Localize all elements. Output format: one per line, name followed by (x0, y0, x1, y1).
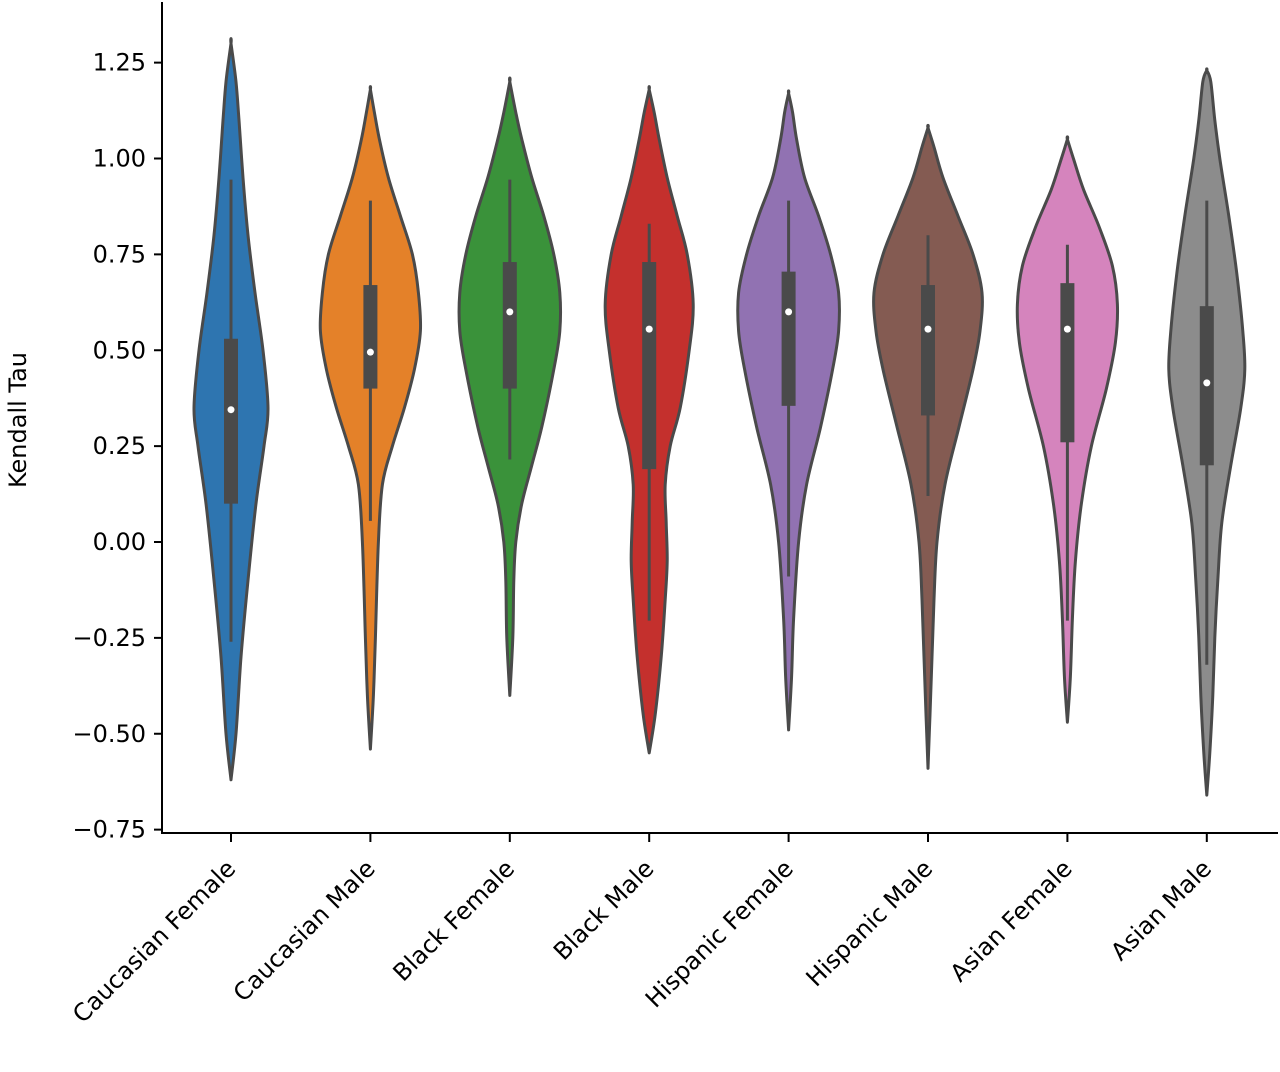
violin-iqr-box (224, 338, 238, 504)
y-tick-label: 0.25 (93, 432, 146, 460)
violin-median-dot (924, 325, 932, 333)
x-tick-label: Caucasian Male (228, 854, 381, 1007)
violin-median-dot (227, 406, 235, 414)
x-tick-label: Black Female (388, 854, 520, 986)
violin-median-dot (366, 348, 374, 356)
y-ticks: −0.75 −0.50 −0.25 0.00 0.25 0.50 0.75 1.00 1.25 (72, 49, 162, 844)
violin-iqr-box (642, 262, 657, 470)
y-tick-label: −0.25 (72, 624, 146, 652)
violin-median-dot (785, 308, 793, 316)
x-tick-label: Asian Male (1105, 854, 1217, 966)
violin-median-dot (1203, 379, 1211, 387)
x-tick-label: Hispanic Female (640, 854, 799, 1013)
violin-iqr-box (1060, 283, 1075, 443)
x-tick-label: Hispanic Male (801, 854, 939, 992)
x-tick-label: Caucasian Female (67, 854, 241, 1028)
y-tick-label: 1.00 (93, 145, 146, 173)
y-tick-label: −0.50 (72, 720, 146, 748)
x-tick-label: Black Male (548, 854, 659, 965)
violin-median-dot (645, 325, 653, 333)
violin-median-dot (1063, 325, 1071, 333)
violin-iqr-box (502, 262, 517, 389)
violin-iqr-box (781, 271, 796, 406)
violin-layer (192, 37, 1247, 797)
y-tick-label: 0.50 (93, 336, 146, 364)
axes (161, 2, 1278, 834)
y-axis-title: Kendall Tau (4, 352, 32, 488)
y-tick-label: 1.25 (93, 49, 146, 77)
violin-iqr-box (363, 285, 378, 389)
violin-median-dot (506, 308, 514, 316)
violin-iqr-box (921, 285, 935, 416)
y-tick-label: −0.75 (72, 816, 146, 844)
x-tick-label: Asian Female (945, 854, 1078, 987)
y-tick-label: 0.00 (93, 528, 146, 556)
y-tick-label: 0.75 (93, 240, 146, 268)
